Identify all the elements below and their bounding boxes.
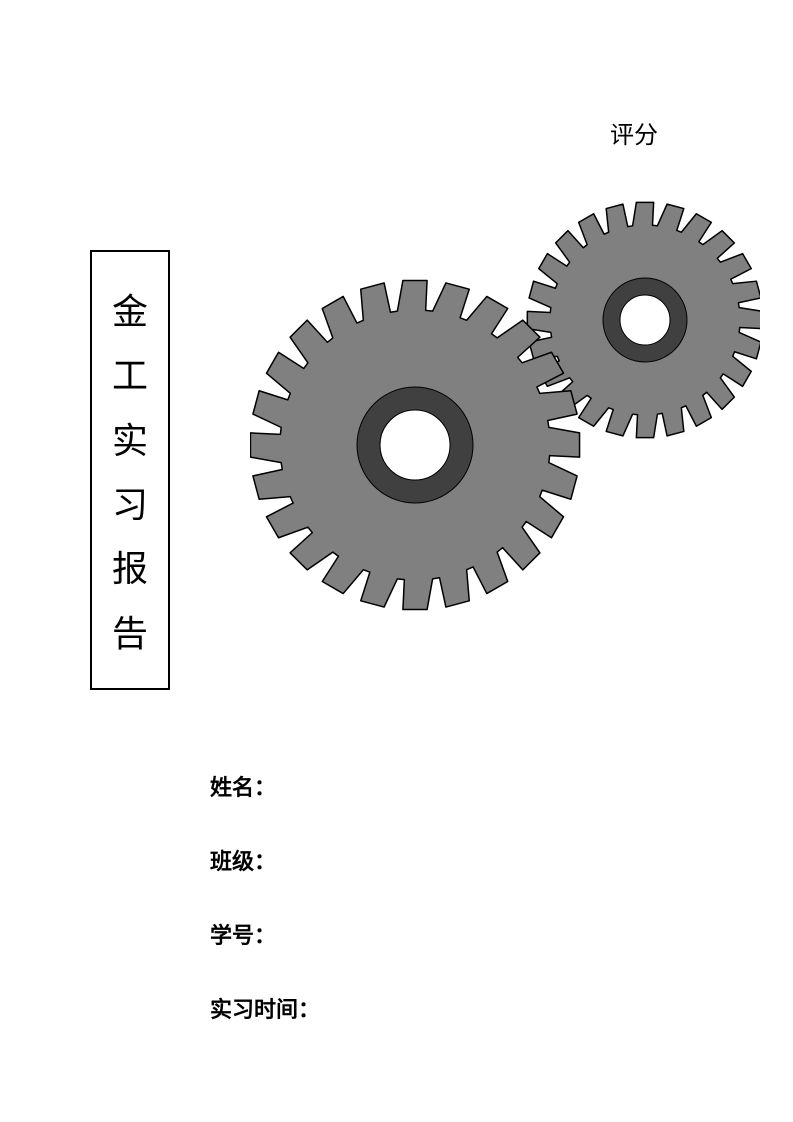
title-char: 实 xyxy=(112,412,148,464)
field-student-id: 学号： xyxy=(210,918,320,950)
field-period: 实习时间： xyxy=(210,992,320,1024)
title-char: 报 xyxy=(112,540,148,592)
score-label: 评分 xyxy=(610,115,658,150)
field-class: 班级： xyxy=(210,844,320,876)
title-char: 告 xyxy=(112,605,148,657)
field-name: 姓名： xyxy=(210,770,320,802)
title-box: 金 工 实 习 报 告 xyxy=(90,250,170,690)
title-char: 工 xyxy=(112,347,148,399)
gears-illustration xyxy=(250,175,760,665)
form-fields: 姓名： 班级： 学号： 实习时间： xyxy=(210,770,320,1066)
title-char: 金 xyxy=(112,283,148,335)
title-char: 习 xyxy=(112,476,148,528)
